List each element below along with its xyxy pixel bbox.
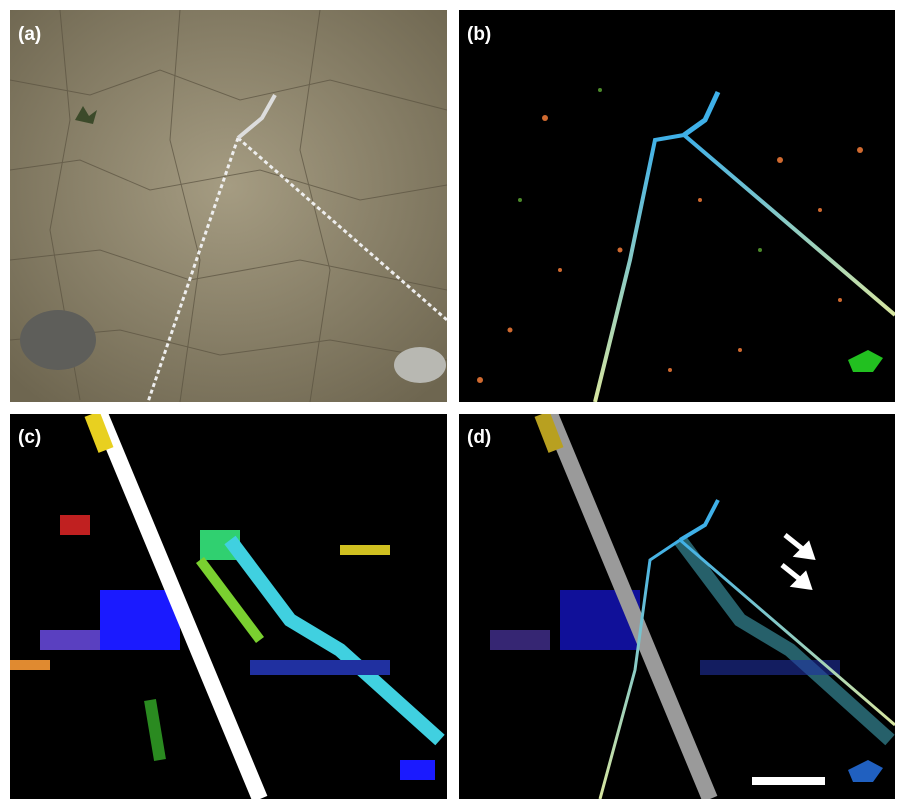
panel-label: (d) (467, 427, 491, 448)
page: (a) (b) (c) (d) (() => { const data = JS… (0, 0, 900, 799)
panel-label: (a) (18, 24, 41, 45)
panel-label: (b) (467, 24, 491, 45)
panel-label: (c) (18, 427, 41, 448)
panel-c (10, 414, 447, 799)
panel-d (459, 414, 895, 799)
panel-b (459, 10, 895, 402)
panel-a (10, 10, 447, 402)
figure: (a) (b) (c) (d) (0, 0, 900, 799)
